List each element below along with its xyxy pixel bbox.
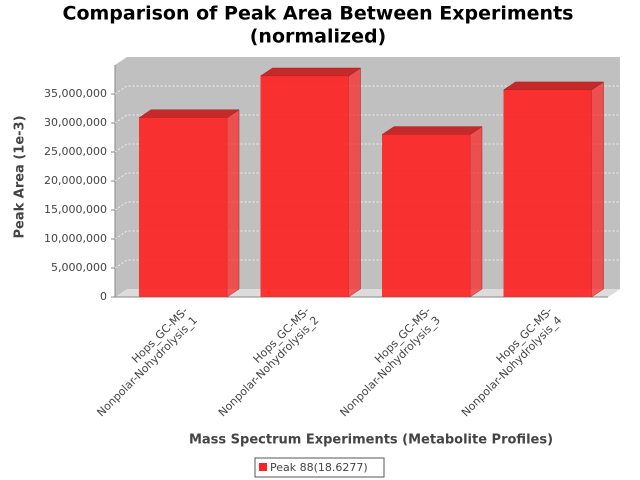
grid-line — [114, 230, 620, 240]
grid-line — [114, 201, 620, 211]
bar-side — [591, 81, 604, 298]
x-tick-label: Hops_GC-MS-Nonpolar-Nohydrolysis_4 — [450, 304, 565, 419]
bar-top — [502, 81, 605, 91]
bar — [139, 117, 227, 297]
y-tick-label: 20,000,000 — [44, 174, 107, 187]
legend-label: Peak 88(18.6277) — [270, 461, 368, 474]
y-tick-label: 5,000,000 — [51, 261, 107, 274]
chart-title: (normalized) — [250, 26, 387, 48]
y-tick-label: 35,000,000 — [44, 87, 107, 100]
y-tick-label: 0 — [100, 290, 107, 303]
plot-floor — [115, 289, 620, 297]
x-axis-title: Mass Spectrum Experiments (Metabolite Pr… — [189, 433, 553, 448]
x-tick-label: Hops_GC-MS-Nonpolar-Nohydrolysis_3 — [328, 304, 443, 419]
grid-line — [114, 85, 620, 95]
legend-box — [254, 457, 385, 478]
bar-top — [138, 109, 240, 119]
chart-title: Comparison of Peak Area Between Experime… — [63, 3, 574, 25]
y-tick-label: 15,000,000 — [44, 203, 107, 216]
grid-line — [114, 259, 620, 269]
grid-line — [114, 143, 620, 153]
bar-top — [381, 126, 483, 135]
grid-line — [114, 114, 620, 124]
x-tick-label: Hops_GC-MS-Nonpolar-Nohydrolysis_2 — [207, 304, 322, 419]
bar — [382, 134, 470, 297]
y-tick-label: 30,000,000 — [44, 116, 107, 129]
y-tick-label: 25,000,000 — [44, 145, 107, 158]
bar-side — [226, 109, 240, 298]
y-tick-label: 10,000,000 — [44, 232, 107, 245]
x-tick-label: Hops_GC-MS-Nonpolar-Nohydrolysis_1 — [85, 304, 200, 419]
legend-swatch — [259, 463, 267, 471]
bar — [260, 76, 349, 298]
plot-wall — [115, 57, 620, 297]
bar — [503, 89, 592, 297]
bar-side — [348, 67, 361, 298]
bar-top — [259, 67, 362, 77]
grid-line — [114, 172, 620, 182]
bar-side — [469, 126, 483, 298]
y-axis-title: Peak Area (1e-3) — [13, 115, 28, 238]
